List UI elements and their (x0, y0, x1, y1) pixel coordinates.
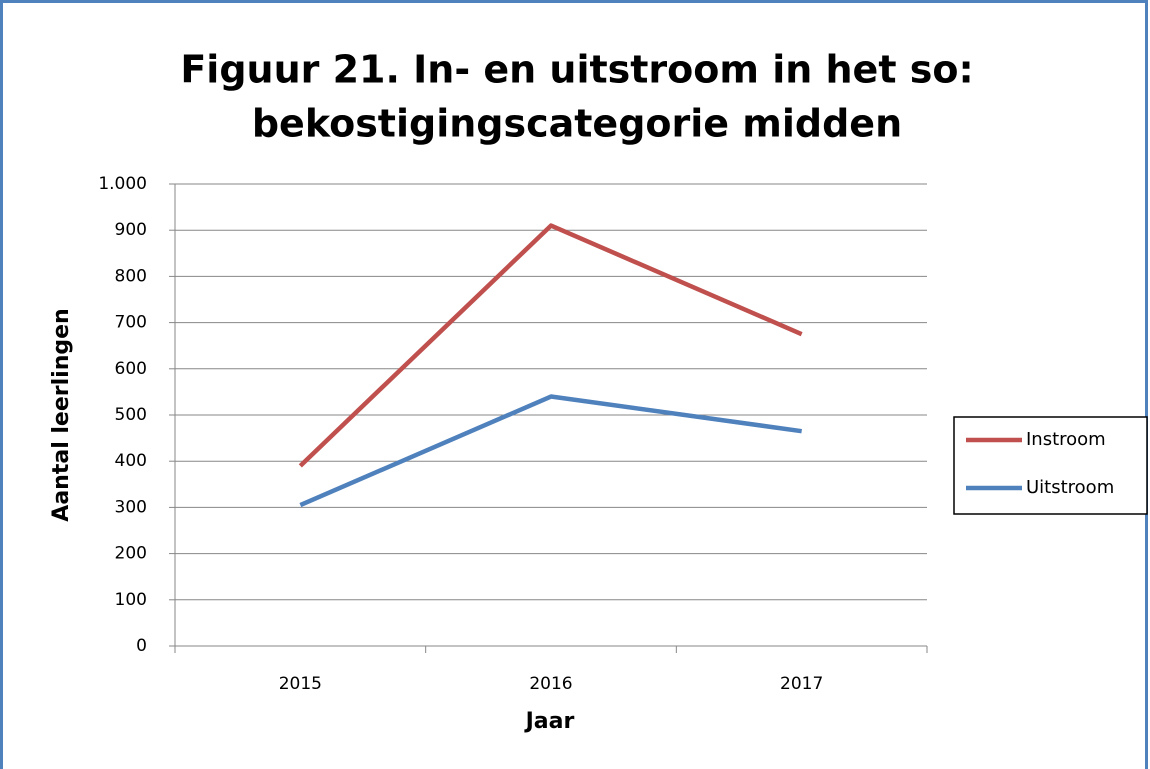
y-tick-label: 700 (115, 313, 147, 333)
y-tick-label: 0 (136, 636, 147, 656)
series-line (299, 394, 802, 508)
x-tick-label: 2015 (279, 674, 322, 694)
x-axis-label: Jaar (524, 709, 575, 734)
series-line (298, 223, 803, 468)
y-tick-label: 600 (115, 359, 147, 379)
y-tick-label: 300 (115, 497, 147, 517)
legend-label: Instroom (1026, 429, 1106, 450)
y-tick-label: 900 (115, 220, 147, 240)
legend-label: Uitstroom (1026, 477, 1114, 498)
legend-box (953, 416, 1148, 515)
y-tick-label: 500 (115, 405, 147, 425)
y-tick-label: 400 (115, 451, 147, 471)
y-axis-label: Aantal leerlingen (49, 308, 74, 521)
y-tick-label: 1.000 (98, 174, 147, 194)
y-tick-label: 200 (115, 544, 147, 564)
y-tick-label: 800 (115, 266, 147, 286)
x-tick-label: 2017 (780, 674, 823, 694)
chart-title: bekostigingscategorie midden (252, 102, 902, 146)
y-tick-label: 100 (115, 590, 147, 610)
x-tick-label: 2016 (529, 674, 572, 694)
chart-title: Figuur 21. In- en uitstroom in het so: (180, 48, 973, 92)
